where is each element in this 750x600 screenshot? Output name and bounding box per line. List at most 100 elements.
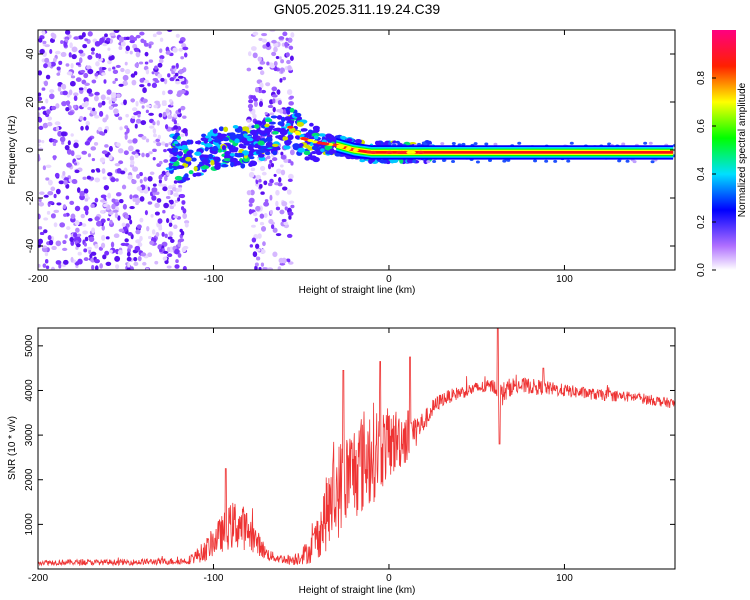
spectrogram-noise-dot [280,59,285,64]
spectrogram-noise-dot [106,217,110,222]
spectrogram-noise-dot [139,172,143,177]
spectrogram-noise-dot [50,186,56,192]
spectrogram-noise-dot [155,138,161,143]
spectrogram-hot-spot [307,138,314,142]
spectrogram-noise-dot [38,263,41,268]
spectrogram-noise-dot [251,109,256,116]
spectrogram-side-blob [442,159,447,163]
spectrogram-noise-dot [100,194,107,199]
spectrogram-noise-dot [173,125,179,130]
spectrogram-noise-dot [255,256,261,261]
spectrogram-hot-spot [287,125,294,129]
spectrogram-noise-dot [266,155,271,160]
spectrogram-hot-spot [312,140,319,144]
spectrogram-noise-dot [167,185,173,190]
spectrogram-noise-dot [185,84,189,89]
spectrogram-hot-spot [336,144,343,148]
spectrogram-hot-spot [352,148,359,152]
spectrogram-noise-dot [167,236,173,240]
spectrogram-noise-dot [65,107,70,112]
spectrogram-noise-dot [254,262,259,267]
spectrogram-noise-dot [139,78,145,83]
spectrogram-noise-dot [38,154,41,161]
spectrogram-noise-dot [83,242,87,247]
spectrogram-y-tick-label: 40 [25,48,36,60]
spectrogram-noise-dot [167,89,173,95]
spectrogram-trace-blob [257,140,265,146]
spectrogram-noise-dot [125,36,131,40]
spectrogram-noise-dot [43,229,48,234]
spectrogram-noise-dot [259,221,265,226]
spectrogram-noise-dot [178,184,183,188]
spectrogram-noise-dot [94,115,100,119]
spectrogram-side-blob [672,144,675,148]
spectrogram-noise-dot [43,217,49,221]
spectrogram-trace-blob [223,158,232,162]
spectrogram-side-blob [621,142,626,146]
spectrogram-noise-dot [114,78,118,82]
spectrogram-noise-dot [66,71,73,76]
spectrogram-noise-dot [46,210,51,215]
spectrogram-noise-dot [254,86,260,93]
spectrogram-noise-dot [94,40,101,47]
spectrogram-noise-dot [90,146,97,151]
spectrogram-noise-dot [105,37,111,42]
spectrogram-noise-dot [268,218,274,224]
spectrogram-noise-dot [124,214,129,219]
spectrogram-hot-spot [402,150,409,154]
spectrogram-noise-dot [277,266,282,270]
spectrogram-hot-spot [418,150,425,154]
spectrogram-noise-dot [82,43,88,49]
spectrogram-noise-dot [273,61,278,67]
spectrogram-trace-blob [298,142,304,148]
snr-y-tick-label: 5000 [24,334,35,357]
spectrogram-noise-dot [56,66,61,71]
spectrogram-noise-dot [162,111,167,117]
spectrogram-noise-dot [82,230,89,235]
spectrogram-noise-dot [253,101,258,107]
spectrogram-noise-dot [148,125,155,129]
spectrogram-noise-dot [88,93,94,97]
spectrogram-noise-dot [83,257,89,262]
colorbar-ticks: 0.0 0.2 0.4 0.6 0.8 [696,71,716,277]
spectrogram-trace-blob [241,138,248,144]
spectrogram-noise-dot [38,70,43,76]
spectrogram-noise-dot [45,177,50,181]
spectrogram-noise-dot [118,36,124,43]
spectrogram-noise-dot [145,69,150,75]
spectrogram-noise-dot [277,182,283,187]
spectrogram-noise-dot [54,50,61,55]
spectrogram-noise-dot [75,62,81,66]
spectrogram-noise-dot [158,160,163,165]
spectrogram-noise-dot [108,145,113,152]
spectrogram-noise-dot [263,212,268,218]
spectrogram-x-tick-label: 100 [556,274,573,285]
spectrogram-noise-dot [180,105,186,111]
spectrogram-noise-dot [129,206,135,210]
spectrogram-noise-dot [135,229,141,235]
spectrogram-noise-dot [51,33,57,40]
spectrogram-noise-dot [249,244,254,248]
spectrogram-noise-dot [49,49,53,55]
spectrogram-noise-dot [53,193,57,199]
spectrogram-noise-dot [69,80,76,87]
spectrogram-trace-blob [318,133,326,137]
spectrogram-noise-dot [80,69,86,74]
spectrogram-noise-dot [139,31,145,36]
spectrogram-noise-dot [111,198,116,203]
spectrogram-trace-blob [229,134,237,140]
spectrogram-noise-dot [59,222,66,228]
spectrogram-noise-dot [261,38,268,43]
spectrogram-noise-dot [124,134,128,140]
spectrogram-noise-dot [122,203,127,210]
spectrogram-trace-blob [210,159,215,166]
spectrogram-trace-blob [311,150,317,155]
spectrogram-noise-dot [273,173,277,177]
spectrogram-noise-dot [147,252,153,258]
spectrogram-noise-dot [275,189,280,196]
spectrogram-noise-dot [177,253,182,258]
spectrogram-noise-dot [283,158,289,163]
spectrogram-noise-dot [38,197,42,203]
spectrogram-noise-dot [124,82,128,86]
spectrogram-noise-dot [133,261,139,267]
